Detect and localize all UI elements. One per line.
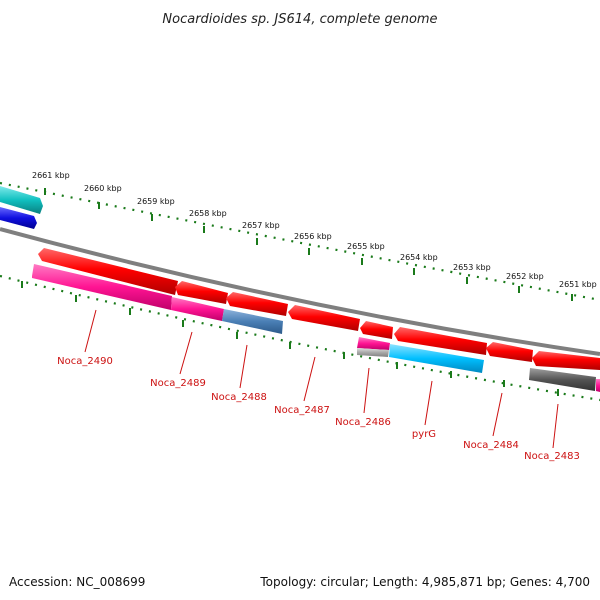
gene-feature-teal[interactable] <box>0 186 43 214</box>
gene-category-noca-2483[interactable] <box>529 368 596 391</box>
genome-backbone <box>0 227 600 356</box>
gene-feature-pyrg[interactable] <box>394 327 487 355</box>
gene-label-leader <box>363 367 370 414</box>
gene-category-pyrg[interactable] <box>389 344 484 373</box>
gene-feature-noca-2489[interactable] <box>175 281 228 304</box>
gene-category-noca-2490[interactable] <box>32 264 172 310</box>
gene-label: Noca_2486 <box>335 417 391 428</box>
gene-category-noca-2486-b[interactable] <box>357 348 389 357</box>
gene-feature-noca-2483[interactable] <box>532 351 600 370</box>
scale-label: 2658 kbp <box>189 209 227 218</box>
topology-text: Topology: circular; Length: 4,985,871 bp… <box>259 575 590 589</box>
gene-label-leader <box>552 403 559 449</box>
gene-label-leader <box>84 309 97 353</box>
gene-feature-noca-2484[interactable] <box>486 342 533 362</box>
gene-feature-noca-2487[interactable] <box>288 305 360 331</box>
gene-feature-noca-2488[interactable] <box>226 292 288 316</box>
gene-feature-noca-2490[interactable] <box>38 248 178 295</box>
gene-label-leader <box>424 380 433 426</box>
scale-label: 2651 kbp <box>559 280 597 289</box>
map-title: Nocardioides sp. JS614, complete genome <box>162 12 437 27</box>
gene-label: Noca_2488 <box>211 392 267 403</box>
gene-label: pyrG <box>412 429 436 440</box>
gene-category-noca-2488[interactable] <box>222 309 283 334</box>
gene-label-leader <box>492 392 503 437</box>
scale-label: 2659 kbp <box>137 197 175 206</box>
scale-label: 2657 kbp <box>242 221 280 230</box>
gene-category-noca-2486[interactable] <box>357 337 390 350</box>
scale-label: 2656 kbp <box>294 232 332 241</box>
gene-category-noca-2489[interactable] <box>171 297 224 321</box>
scale-track-bottom <box>0 274 600 402</box>
accession-text: Accession: NC_008699 <box>9 575 145 589</box>
gene-label: Noca_2490 <box>57 356 113 367</box>
scale-label: 2652 kbp <box>506 272 544 281</box>
gene-label-leader <box>239 344 248 389</box>
scale-label: 2654 kbp <box>400 253 438 262</box>
gene-label: Noca_2489 <box>150 378 206 389</box>
gene-label: Noca_2487 <box>274 405 330 416</box>
scale-label: 2655 kbp <box>347 242 385 251</box>
scale-label: 2660 kbp <box>84 184 122 193</box>
gene-label-leader <box>303 356 316 402</box>
gene-label-leader <box>179 331 193 375</box>
gene-label: Noca_2483 <box>524 451 580 462</box>
gene-feature-blue[interactable] <box>0 207 37 229</box>
scale-label: 2653 kbp <box>453 263 491 272</box>
gene-feature-noca-2486[interactable] <box>360 321 393 339</box>
gene-category-edge[interactable] <box>596 379 600 392</box>
scale-label: 2661 kbp <box>32 171 70 180</box>
gene-label: Noca_2484 <box>463 440 519 451</box>
